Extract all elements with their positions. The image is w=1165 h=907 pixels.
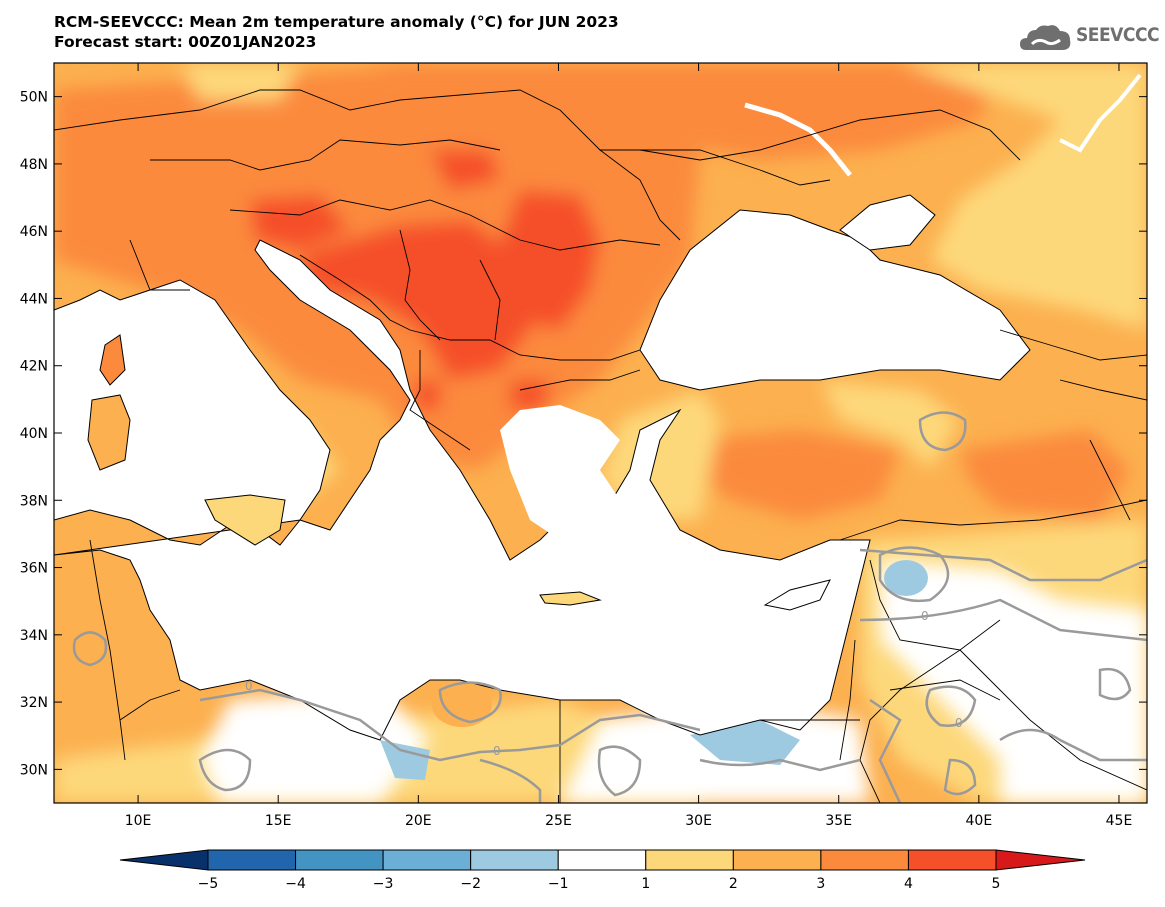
negative-anomaly-patch	[884, 560, 928, 596]
river	[1059, 73, 1142, 153]
positive-anomaly-patch	[432, 683, 492, 727]
colorbar-label: −4	[285, 876, 306, 892]
x-tick-label: 10E	[125, 813, 152, 829]
zero-contours	[72, 411, 1147, 803]
contour-labels: 0 0 0 0	[245, 609, 963, 758]
colorbar-segment	[295, 849, 384, 871]
colorbar-segment	[820, 849, 909, 871]
colorbar-label: 1	[641, 876, 650, 892]
contour-label: 0	[921, 609, 929, 623]
contour-label: 0	[245, 679, 253, 693]
x-tick-label: 40E	[966, 813, 993, 829]
y-tick-label: 44N	[20, 291, 48, 307]
map-title: RCM-SEEVCCC: Mean 2m temperature anomaly…	[54, 12, 619, 52]
x-tick-label: 30E	[685, 813, 712, 829]
colorbar-label: −1	[548, 876, 569, 892]
title-line-2: Forecast start: 00Z01JAN2023	[54, 33, 317, 51]
y-tick-label: 30N	[20, 762, 48, 778]
negative-anomaly-patch	[380, 740, 430, 780]
colorbar-label: −2	[460, 876, 481, 892]
y-tick-label: 36N	[20, 561, 48, 577]
seevccc-logo: SEEVCCC	[1018, 22, 1160, 54]
colorbar-segment	[207, 849, 297, 871]
x-tick-label: 35E	[825, 813, 852, 829]
y-tick-label: 46N	[20, 224, 48, 240]
colorbar-segment	[907, 849, 997, 871]
colorbar-label: 3	[816, 876, 825, 892]
colorbar-arrow-low	[119, 849, 209, 871]
x-tick-label: 15E	[265, 813, 292, 829]
cyprus	[763, 579, 831, 611]
sardinia	[87, 394, 131, 471]
negative-anomaly-patch	[690, 720, 800, 765]
y-tick-label: 50N	[20, 90, 48, 106]
colorbar-segment	[732, 849, 822, 871]
map-field: 0 0 0 0	[54, 63, 1147, 803]
seas	[54, 73, 1142, 741]
x-tick-label: 25E	[545, 813, 572, 829]
sea-of-azov	[839, 194, 936, 251]
contour-label: 0	[493, 744, 501, 758]
contour-label: 0	[955, 716, 963, 730]
crete	[539, 591, 602, 606]
x-tick-label: 20E	[405, 813, 432, 829]
sicily	[204, 494, 286, 546]
y-tick-label: 42N	[20, 359, 48, 375]
mediterranean-sea	[54, 239, 871, 741]
colorbar-label: −5	[198, 876, 219, 892]
y-tick-label: 40N	[20, 426, 48, 442]
corsica	[99, 334, 126, 386]
y-tick-label: 48N	[20, 157, 48, 173]
colorbar-label: −3	[373, 876, 394, 892]
anomaly-shading	[54, 63, 1147, 803]
colorbar-segment	[645, 849, 734, 871]
colorbar: −5 −4 −3 −2 −1 1 2 3 4 5	[119, 849, 1086, 892]
river	[744, 102, 852, 177]
colorbar-arrow-high	[995, 849, 1086, 871]
axis-ticks: 10E 15E 20E 25E 30E 35E 40E 45E 30N 32N 34N 36N 38N 4…	[20, 63, 1147, 829]
country-borders	[54, 89, 1147, 803]
black-sea	[639, 209, 1031, 391]
y-tick-label: 34N	[20, 628, 48, 644]
colorbar-segment	[557, 849, 647, 871]
colorbar-segment	[470, 849, 559, 871]
title-line-1: RCM-SEEVCCC: Mean 2m temperature anomaly…	[54, 13, 619, 31]
cloud-icon	[1020, 25, 1071, 50]
y-tick-label: 38N	[20, 493, 48, 509]
colorbar-label: 2	[729, 876, 738, 892]
colorbar-segment	[382, 849, 472, 871]
logo-text: SEEVCCC	[1076, 24, 1160, 46]
colorbar-label: 4	[904, 876, 913, 892]
colorbar-label: 5	[992, 876, 1001, 892]
x-tick-label: 45E	[1106, 813, 1133, 829]
y-tick-label: 32N	[20, 695, 48, 711]
